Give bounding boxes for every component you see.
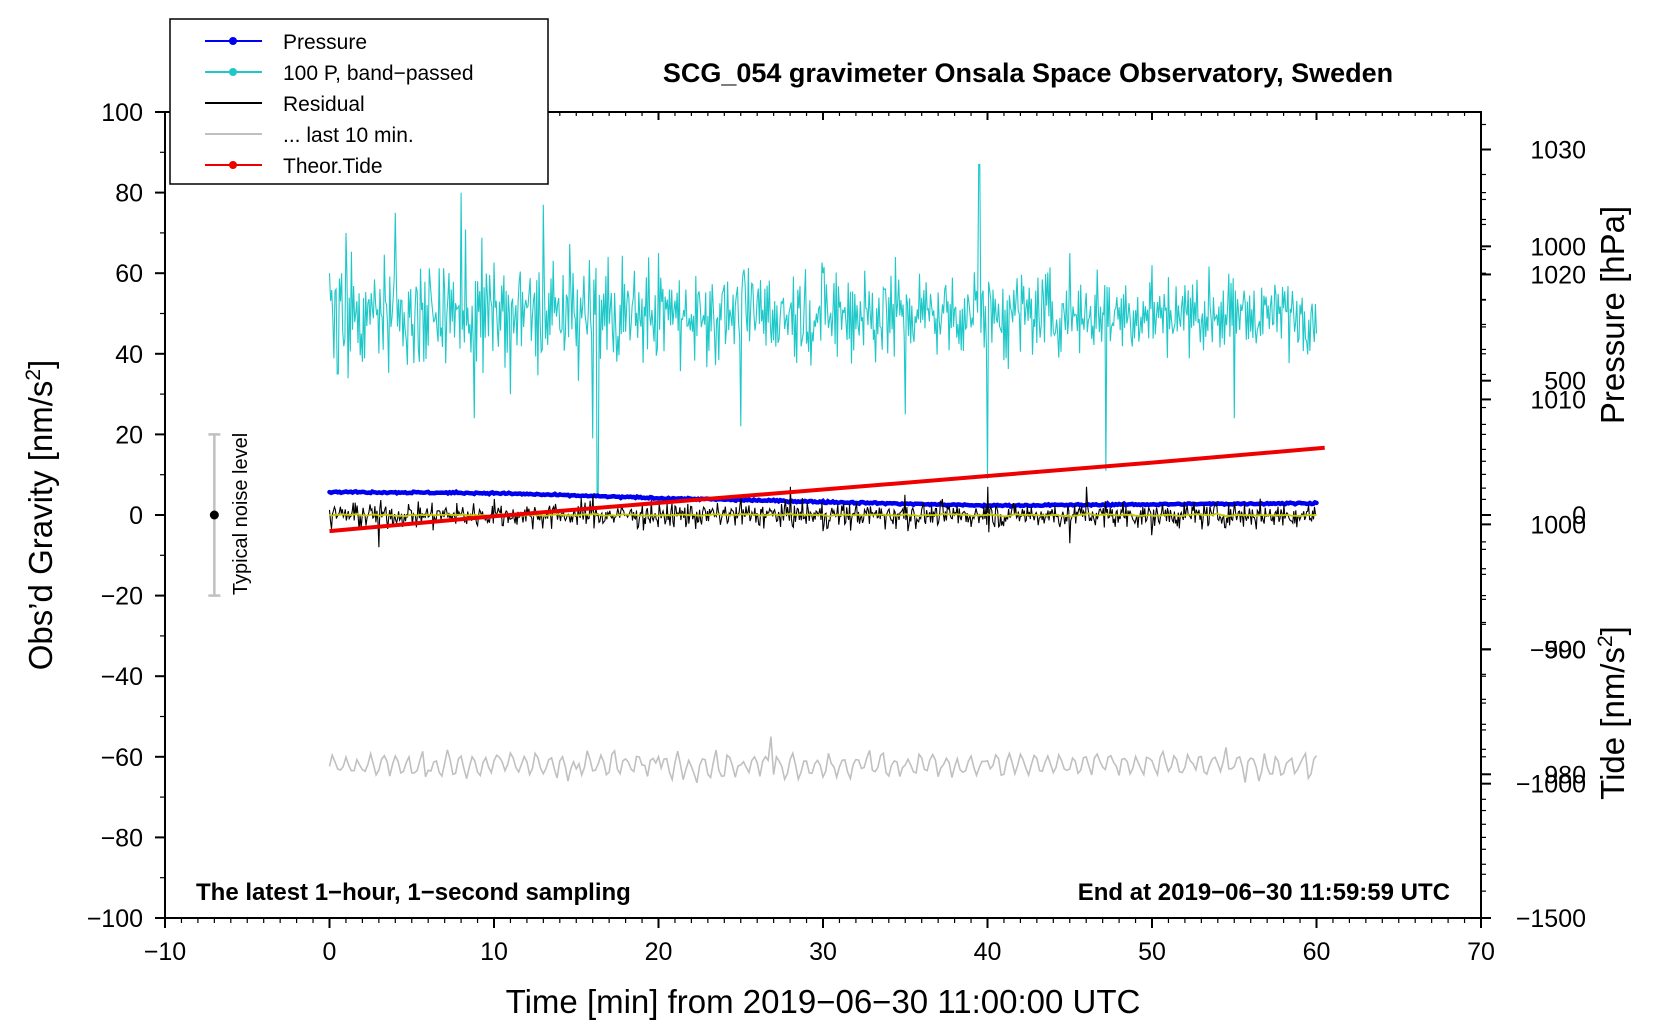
x-tick-label: 40 — [974, 938, 1002, 966]
x-tick-label: 50 — [1138, 938, 1166, 966]
y-tick-label: 80 — [115, 180, 143, 208]
legend-label: Residual — [283, 93, 365, 116]
legend-label: 100 P, band−passed — [283, 62, 474, 85]
series-last10-line — [328, 736, 1318, 784]
x-tick-label: 20 — [645, 938, 673, 966]
tide-axis-title-sup: 2 — [1594, 635, 1617, 647]
y-tick-label: −100 — [87, 905, 143, 933]
y-tick-label: 40 — [115, 341, 143, 369]
legend-box — [169, 18, 549, 185]
pressure-tick-label: 1020 — [1530, 261, 1586, 289]
y-axis-title-sup: 2 — [22, 369, 45, 381]
chart-title: SCG_054 gravimeter Onsala Space Observat… — [663, 58, 1393, 88]
pressure-axis-title: Pressure [hPa] — [1594, 206, 1631, 424]
tide-tick-label: 500 — [1544, 368, 1586, 396]
legend-label: ... last 10 min. — [283, 124, 414, 147]
x-tick-label: 10 — [480, 938, 508, 966]
y-tick-label: −60 — [101, 744, 143, 772]
y-tick-label: −40 — [101, 663, 143, 691]
legend: Pressure 100 P, band−passed Residual ... la… — [169, 18, 549, 185]
y-axis-title: Obs’d Gravity [nm/s2] — [22, 360, 59, 671]
series-residual-line — [328, 486, 1317, 548]
x-tick-label: 0 — [323, 938, 337, 966]
x-tick-label: 70 — [1467, 938, 1495, 966]
y-axis-title-close: ] — [22, 360, 59, 369]
tide-tick-label: −1000 — [1516, 771, 1586, 799]
series-pressure-line — [327, 488, 1319, 510]
pressure-tick-label: 1030 — [1530, 136, 1586, 164]
pressure-tick-label: 990 — [1544, 636, 1586, 664]
y-tick-label: 100 — [101, 99, 143, 127]
x-tick-label: 60 — [1303, 938, 1331, 966]
tide-tick-label: −500 — [1530, 636, 1586, 664]
legend-swatch-marker — [229, 68, 237, 76]
pressure-tick-label: 1000 — [1530, 511, 1586, 539]
x-tick-label: −10 — [144, 938, 186, 966]
tide-axis-title-main: Tide [nm/s — [1594, 647, 1631, 800]
noise-bar-center-dot — [209, 510, 219, 520]
noise-level-label: Typical noise level — [230, 433, 252, 595]
tide-tick-label: 1000 — [1530, 233, 1586, 261]
data-layer — [327, 163, 1325, 784]
series-tide-line — [329, 445, 1325, 534]
x-axis-title: Time [min] from 2019−06−30 11:00:00 UTC — [506, 983, 1141, 1020]
annotation-sampling: The latest 1−hour, 1−second sampling — [196, 879, 631, 906]
y-tick-label: 0 — [129, 502, 143, 530]
noise-indicator — [208, 433, 221, 597]
annotation-end-time: End at 2019−06−30 11:59:59 UTC — [1078, 879, 1450, 906]
tide-axis-title: Tide [nm/s2] — [1594, 626, 1631, 800]
y-tick-label: 20 — [115, 421, 143, 449]
y-axis-title-main: Obs’d Gravity [nm/s — [22, 381, 59, 671]
legend-label: Theor.Tide — [283, 155, 383, 178]
tide-axis-title-close: ] — [1594, 626, 1631, 635]
legend-swatch-marker — [229, 37, 237, 45]
x-tick-label: 30 — [809, 938, 837, 966]
y-tick-label: −20 — [101, 583, 143, 611]
pressure-tick-label: 980 — [1544, 761, 1586, 789]
tide-tick-label: 0 — [1572, 502, 1586, 530]
tide-tick-label: −1500 — [1516, 905, 1586, 933]
legend-label: Pressure — [283, 31, 367, 54]
pressure-tick-label: 1010 — [1530, 386, 1586, 414]
axes-layer: −10 0 10 20 30 40 50 60 70−100−80−60−40−20020406… — [87, 99, 1586, 966]
legend-swatch-marker — [229, 161, 237, 169]
y-tick-label: −80 — [101, 824, 143, 852]
series-bandpassed-line — [328, 163, 1318, 496]
y-tick-label: 60 — [115, 260, 143, 288]
